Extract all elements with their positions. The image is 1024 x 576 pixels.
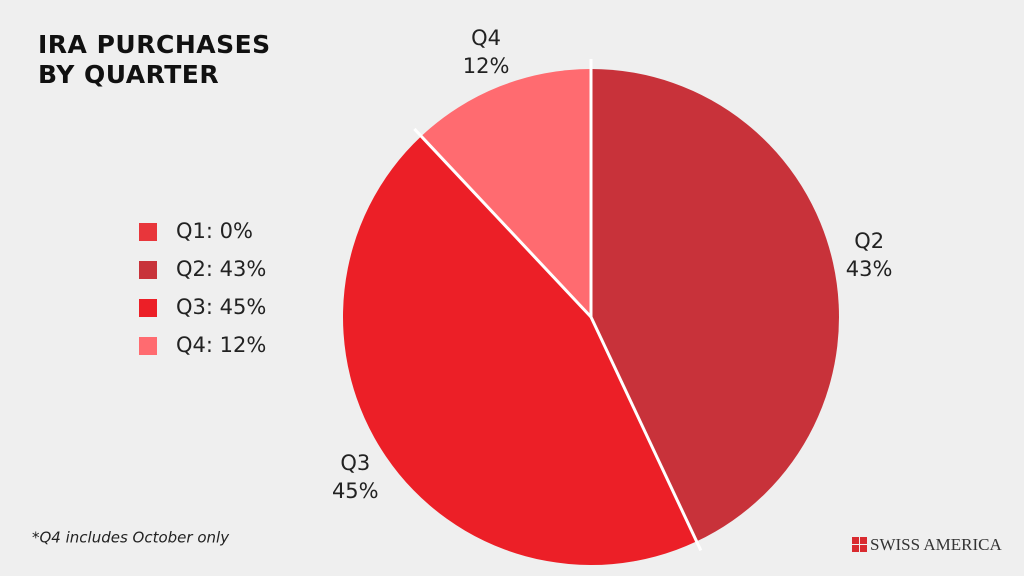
slice-category-label: Q2 [854,229,884,253]
logo-icon [860,545,867,552]
slice-separator [589,316,703,552]
pie-slice: Q3 [343,136,697,565]
legend-swatch [139,223,157,241]
legend-label: Q3: 45% [176,295,266,319]
logo-icon [852,545,859,552]
legend-swatch [139,261,157,279]
pie-slice: Q4 [421,69,591,317]
slice-value-label: 45% [332,479,379,503]
slice-category-label: Q4 [471,26,501,50]
logo-text: SWISS AMERICA [870,535,1002,554]
slice-value-label: 12% [463,54,510,78]
legend-label: Q1: 0% [176,219,253,243]
slice-separator [413,127,593,319]
footnote: *Q4 includes October only [32,529,230,547]
legend-swatch [139,337,157,355]
legend-label: Q4: 12% [176,333,266,357]
chart-title: IRA PURCHASES BY QUARTER [38,30,271,89]
legend-swatch [139,299,157,317]
pie-slice: Q2 [591,69,839,542]
slice-category-label: Q3 [340,451,370,475]
legend-label: Q2: 43% [176,257,266,281]
slice-value-label: 43% [846,257,893,281]
logo-icon [860,537,867,544]
logo-icon [852,537,859,544]
